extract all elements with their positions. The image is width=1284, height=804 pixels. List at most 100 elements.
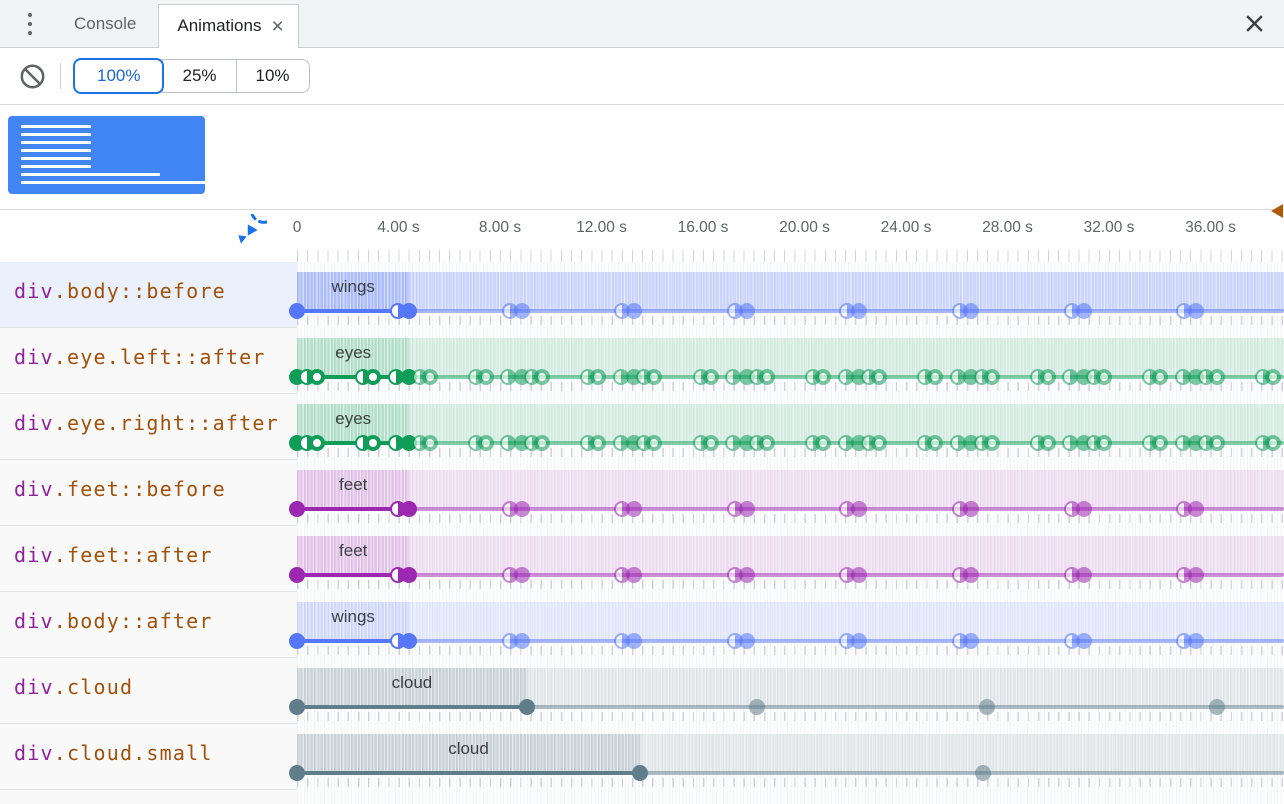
keyframe-point[interactable] [289, 699, 305, 715]
selector-classes: .body::after [53, 608, 213, 633]
iteration-bar-first[interactable] [297, 470, 410, 509]
animation-group-preview[interactable] [8, 116, 206, 194]
keyframe-point [626, 303, 643, 319]
close-drawer-button[interactable] [1240, 10, 1268, 38]
animation-node-link[interactable]: div .feet::before [0, 460, 297, 526]
animation-timeline: cloud [289, 724, 1284, 790]
clear-all-button[interactable] [17, 61, 47, 91]
selector-classes: .eye.left::after [53, 344, 266, 369]
keyframe-point [738, 501, 755, 517]
keyframe-point [1096, 435, 1113, 451]
close-tab-icon[interactable]: × [271, 14, 284, 38]
keyframe-point[interactable] [632, 765, 649, 781]
rate-100-button[interactable]: 100% [73, 58, 165, 94]
keyframe-point [815, 369, 832, 385]
preview-line [21, 165, 91, 168]
keyframe-point[interactable] [289, 567, 305, 583]
keyframe-point[interactable] [309, 435, 326, 451]
keyframe-point [1152, 435, 1169, 451]
keyframe-point [978, 699, 995, 715]
keyframe-point[interactable] [518, 699, 535, 715]
keyframe-point[interactable] [401, 303, 418, 319]
rate-100-label: 100% [97, 66, 141, 85]
keyframe-point [738, 303, 755, 319]
animation-row: div .eye.left::after eyes [0, 328, 1284, 394]
block-icon [20, 64, 44, 88]
preview-line [21, 173, 160, 176]
keyframe-point [1075, 567, 1092, 583]
drawer-menu-button[interactable] [22, 10, 38, 38]
replay-icon [238, 214, 267, 244]
keyframe-line-rest [297, 771, 1284, 775]
animation-name-label: feet [339, 475, 368, 494]
animation-node-link[interactable]: div .cloud.small [0, 724, 297, 790]
keyframe-point[interactable] [365, 435, 382, 451]
preview-line [21, 125, 91, 128]
keyframe-line-rest [297, 375, 1284, 379]
selector-tag: div [14, 740, 54, 765]
ruler-ticks [297, 250, 1284, 262]
animation-name-label: wings [331, 277, 375, 296]
iteration-bar-first[interactable] [297, 602, 410, 641]
keyframe-point [1208, 435, 1225, 451]
timeline-ruler[interactable]: 0 4.00 s 8.00 s 12.00 s 16.00 s 20.00 s 24.00 … [0, 204, 1284, 262]
animations-grid: div .body::before wings div .eye.left::after… [0, 262, 1284, 790]
animation-row: div .cloud.small cloud [0, 724, 1284, 790]
row-partial [0, 790, 1284, 804]
keyframe-point [851, 501, 868, 517]
keyframe-point [748, 699, 765, 715]
keyframe-point [513, 567, 530, 583]
keyframe-point[interactable] [365, 369, 382, 385]
keyframe-point[interactable] [289, 303, 305, 319]
selector-tag: div [14, 608, 54, 633]
keyframe-point [646, 369, 663, 385]
animation-node-link[interactable]: div .cloud [0, 658, 297, 724]
rate-25-button[interactable]: 25% [162, 60, 236, 92]
scrubber-handle[interactable] [1271, 204, 1283, 218]
ruler-time-label: 4.00 s [377, 219, 420, 236]
iteration-bar-rest [640, 734, 1284, 773]
selector-classes: .feet::after [53, 542, 213, 567]
selector-tag: div [14, 542, 54, 567]
tab-console[interactable]: Console [52, 0, 158, 47]
iteration-bar-first[interactable] [297, 272, 410, 311]
rate-10-button[interactable]: 10% [235, 60, 309, 92]
selector-tag: div [14, 476, 54, 501]
keyframe-point[interactable] [289, 633, 305, 649]
keyframe-point [590, 435, 607, 451]
grid-dashes [297, 778, 1284, 787]
keyframe-line [297, 507, 410, 511]
keyframe-point [758, 435, 775, 451]
keyframe-point [1096, 369, 1113, 385]
replay-button[interactable] [235, 214, 267, 246]
drawer-tabbar: Console Animations × [0, 0, 1284, 48]
keyframe-line-rest [297, 309, 1284, 313]
animation-timeline: wings [289, 592, 1284, 658]
preview-line [21, 133, 91, 136]
iteration-bar-first[interactable] [297, 734, 641, 773]
iteration-bar-first[interactable] [297, 536, 410, 575]
animation-node-link[interactable]: div .eye.left::after [0, 328, 297, 394]
keyframe-point[interactable] [289, 501, 305, 517]
keyframe-point[interactable] [401, 501, 418, 517]
keyframe-point [421, 369, 438, 385]
keyframe-point[interactable] [401, 633, 418, 649]
ruler-time-label: 8.00 s [478, 219, 522, 236]
keyframe-point [983, 435, 1000, 451]
tab-console-label: Console [74, 13, 137, 33]
keyframe-point [963, 303, 980, 319]
animation-timeline: eyes [289, 394, 1284, 460]
animation-timeline: wings [289, 262, 1284, 328]
animation-node-link[interactable]: div .body::after [0, 592, 297, 658]
keyframe-line-rest [297, 573, 1284, 577]
animation-node-link[interactable]: div .feet::after [0, 526, 297, 592]
grid-dashes [297, 448, 1284, 457]
tab-animations[interactable]: Animations × [158, 3, 299, 48]
keyframe-point[interactable] [289, 765, 305, 781]
animation-node-link[interactable]: div .body::before [0, 262, 297, 328]
iteration-bar-first[interactable] [297, 668, 527, 707]
keyframe-point[interactable] [401, 567, 418, 583]
keyframe-point[interactable] [309, 369, 326, 385]
animation-node-link[interactable]: div .eye.right::after [0, 394, 297, 460]
